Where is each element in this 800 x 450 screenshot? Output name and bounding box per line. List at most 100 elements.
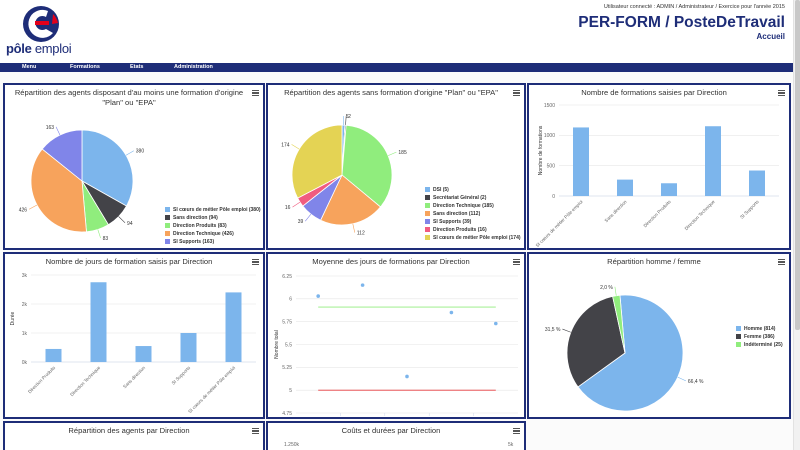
legend-label: Sans direction (112) [433,211,481,217]
nav-administration[interactable]: Administration [174,64,213,70]
chart-menu-icon[interactable] [252,90,259,96]
x-tick-label: SI Supports [739,199,760,220]
pie-slice[interactable] [341,124,393,208]
legend-label: Direction Produits (83) [173,223,227,229]
bar[interactable] [617,179,633,196]
legend-item[interactable]: Direction Technique (185) [425,202,521,210]
scrollbar[interactable] [793,0,800,450]
scatter-point[interactable] [494,321,498,326]
y-axis-label: Nombre total [274,330,280,359]
pie-label-connector [677,376,687,382]
legend-item[interactable]: SI cœurs de métier Pôle emploi (174) [425,234,521,242]
pie-slice[interactable] [81,129,134,207]
legend-label: Sans direction (94) [173,215,218,221]
y-tick-label: 3k [22,273,28,279]
chart-menu-icon[interactable] [778,259,785,265]
pie-label-connector [352,223,356,233]
y-tick-label: 1000 [544,133,555,139]
scatter-point[interactable] [360,283,365,287]
legend-item[interactable]: SI Supports (163) [165,238,261,246]
bar[interactable] [225,292,242,362]
pie-slice[interactable] [30,148,87,233]
y-tick-label: 1.250k [284,442,300,448]
pie-slice[interactable] [577,294,684,412]
legend-item[interactable]: Femme (386) [736,333,783,341]
bar[interactable] [661,183,677,196]
scrollbar-thumb[interactable] [795,0,800,330]
legend-swatch [165,238,170,244]
legend-item[interactable]: Secrétariat Général (2) [425,194,521,202]
legend-label: SI Supports (163) [173,239,215,245]
chart-menu-icon[interactable] [252,259,259,265]
pie-data-label: 2 [348,114,351,120]
chart-title: Répartition homme / femme [607,257,701,266]
scatter-point[interactable] [316,294,320,298]
chart-menu-icon[interactable] [513,428,520,434]
logo-text: pôle emploi [6,41,72,56]
legend-swatch [425,202,430,208]
pie-label-connector [292,201,301,208]
bar[interactable] [749,170,765,196]
bar[interactable] [90,282,107,362]
pie-data-label: 66,4 % [688,379,704,385]
legend-item[interactable]: SI Supports (39) [425,218,521,226]
legend-swatch [425,210,430,216]
legend-label: Indéterminé (25) [744,342,783,348]
chart-title: Répartition des agents sans formation d'… [284,88,498,97]
chart-legend: SI cœurs de métier Pôle emploi (380) Sans… [165,206,261,246]
legend-item[interactable]: Sans direction (112) [425,210,521,218]
legend-label: SI cœurs de métier Pôle emploi (174) [433,235,521,241]
legend-label: SI Supports (39) [433,219,472,225]
pie-slice[interactable] [566,295,626,388]
legend-swatch [736,341,741,347]
pie-chart: 66,4 % 31,5 % 2,0 % [545,285,704,412]
legend-label: SI cœurs de métier Pôle emploi (380) [173,207,261,213]
legend-item[interactable]: Direction Technique (426) [165,230,261,238]
chart-title: Coûts et durées par Direction [341,426,441,435]
legend-swatch [165,206,170,212]
chart-title: Répartition des agents disposant d'au mo… [14,88,244,107]
legend-item[interactable]: Indéterminé (25) [736,341,783,349]
legend-swatch [425,186,430,192]
x-tick-label: Sans direction [122,365,146,389]
app-title: PER-FORM / PosteDeTravail [578,14,785,31]
legend-item[interactable]: Direction Produits (83) [165,222,261,230]
legend-label: Femme (386) [744,334,775,340]
pie-label-connector [291,144,300,150]
legend-item[interactable]: Sans direction (94) [165,214,261,222]
chart-menu-icon[interactable] [513,259,520,265]
pie-label-connector [387,151,397,156]
pie-label-connector [118,216,126,223]
legend-item[interactable]: Homme (814) [736,325,783,333]
pie-label-connector [305,213,312,222]
chart-menu-icon[interactable] [778,90,785,96]
legend-item[interactable]: DSI (5) [425,186,521,194]
y-tick-label: 5.75 [282,319,292,325]
nav-formations[interactable]: Formations [70,64,100,70]
bar[interactable] [705,126,721,196]
y-tick-label: 1500 [544,103,555,109]
chart-menu-icon[interactable] [513,90,520,96]
nav-menu[interactable]: Menu [22,64,37,70]
y-tick-label: 5.25 [282,365,292,371]
legend-swatch [425,218,430,224]
y-tick-label: 1k [22,331,28,337]
bar[interactable] [180,333,197,362]
y-tick-label: 5.5 [285,342,292,348]
chart-panel-average-days: Moyenne des jours de formations par Dire… [266,252,526,419]
pie-label-connector [97,229,101,239]
scatter-chart: 4.75 5 5.25 5.5 5.75 6 6.25 Nombre total [274,274,518,417]
pie-slice[interactable] [612,294,626,354]
legend-label: DSI (5) [433,187,449,193]
page-subtitle[interactable]: Accueil [756,32,785,41]
scatter-point[interactable] [405,374,409,379]
legend-item[interactable]: SI cœurs de métier Pôle emploi (380) [165,206,261,214]
bar[interactable] [135,346,152,362]
nav-etats[interactable]: Etats [130,64,144,70]
bar[interactable] [45,348,62,362]
scatter-point[interactable] [449,310,454,315]
legend-item[interactable]: Direction Produits (16) [425,226,521,234]
bar[interactable] [573,127,589,196]
pie-label-connector [125,150,134,156]
chart-menu-icon[interactable] [252,428,259,434]
